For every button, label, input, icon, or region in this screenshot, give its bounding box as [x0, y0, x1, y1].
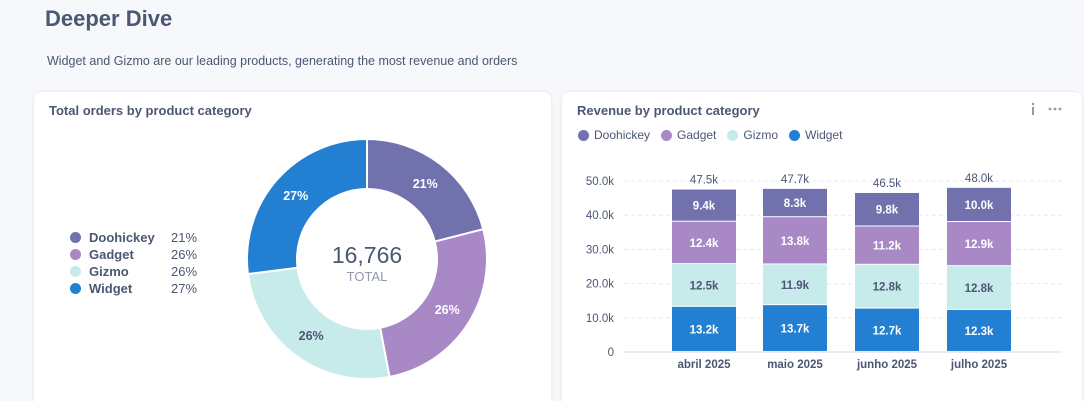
legend-label: Gadget: [677, 128, 717, 142]
legend-label: Gizmo: [89, 264, 129, 279]
donut-slice-label-gadget: 26%: [435, 303, 460, 317]
legend-item-widget[interactable]: Widget 27%: [70, 280, 210, 297]
bar-segment-widget[interactable]: [763, 305, 827, 351]
y-tick-label: 10.0k: [586, 313, 614, 325]
legend-label: Doohickey: [89, 230, 155, 245]
bar-segment-widget[interactable]: [672, 306, 736, 351]
bar-segment-label-widget: 12.7k: [873, 325, 902, 337]
bar-total-label: 47.7k: [781, 174, 809, 186]
donut-total-value: 16,766: [332, 242, 402, 268]
legend-item-gadget[interactable]: Gadget 26%: [70, 246, 210, 263]
y-tick-label: 50.0k: [586, 176, 614, 188]
orders-donut-chart: 21% 26% 26% 27% 16,766 TOTAL: [246, 138, 488, 380]
donut-slice-label-gizmo: 26%: [299, 329, 324, 343]
bar-segment-label-gadget: 12.9k: [965, 239, 994, 251]
widget-color-dot: [70, 283, 81, 294]
legend-item-doohickey[interactable]: Doohickey: [578, 128, 650, 142]
bar-segment-label-gadget: 13.8k: [781, 236, 810, 248]
x-tick-label: julho 2025: [950, 359, 1008, 371]
donut-slice-widget[interactable]: [246, 138, 368, 276]
legend-label: Doohickey: [594, 128, 651, 142]
bar-total-label: 47.5k: [690, 175, 718, 187]
donut-slice-label-doohickey: 21%: [413, 177, 438, 191]
revenue-stacked-bar-chart: 0 10.0k 20.0k 30.0k 40.0k 50.0k 13.2k 12.5k 12.4…: [586, 173, 1062, 371]
bar-segment-doohickey[interactable]: [855, 192, 919, 226]
legend-label: Gadget: [89, 247, 134, 262]
orders-legend: Doohickey 21% Gadget 26% Gizmo 26% Widge…: [70, 229, 210, 297]
bar-segment-label-widget: 13.7k: [781, 324, 810, 336]
legend-label: Widget: [805, 128, 843, 142]
revenue-legend: Doohickey Gadget Gizmo Widget: [578, 128, 853, 142]
bar-segment-label-doohickey: 9.8k: [876, 205, 899, 217]
bar-segment-gizmo[interactable]: [855, 264, 919, 308]
legend-item-gadget[interactable]: Gadget: [661, 128, 716, 142]
bar-total-label: 46.5k: [873, 178, 901, 190]
legend-item-widget[interactable]: Widget: [789, 128, 842, 142]
y-tick-label: 40.0k: [586, 210, 614, 222]
bar-segment-label-gizmo: 12.8k: [965, 283, 994, 295]
legend-percent: 21%: [171, 230, 198, 245]
doohickey-color-dot: [578, 129, 589, 141]
gadget-color-dot: [70, 249, 81, 260]
bar-segment-label-gizmo: 11.9k: [781, 280, 810, 292]
legend-label: Widget: [89, 281, 133, 296]
revenue-card-title[interactable]: Revenue by product category: [577, 103, 760, 118]
legend-percent: 26%: [171, 247, 198, 262]
bar-segment-label-gizmo: 12.8k: [873, 282, 902, 294]
legend-item-gizmo[interactable]: Gizmo: [727, 128, 778, 142]
doohickey-color-dot: [70, 232, 81, 243]
x-tick-label: maio 2025: [767, 359, 823, 371]
donut-total-label: TOTAL: [347, 269, 388, 284]
bar-segment-gizmo[interactable]: [672, 264, 736, 306]
bar-segment-gizmo[interactable]: [763, 264, 827, 305]
y-tick-label: 20.0k: [586, 279, 614, 291]
bar-segment-label-gizmo: 12.5k: [690, 280, 719, 292]
page-title: Deeper Dive: [45, 6, 173, 31]
x-tick-label: junho 2025: [856, 359, 918, 371]
gadget-color-dot: [661, 129, 673, 141]
y-tick-label: 0: [608, 347, 614, 359]
gizmo-color-dot: [727, 129, 739, 141]
bar-segment-doohickey[interactable]: [763, 188, 827, 217]
revenue-card: Revenue by product category Doohickey Ga…: [561, 91, 1083, 401]
legend-percent: 26%: [171, 264, 198, 279]
bar-segment-label-widget: 12.3k: [965, 326, 994, 338]
donut-slice-gadget[interactable]: [378, 227, 488, 379]
gizmo-color-dot: [70, 266, 81, 277]
bar-segment-label-widget: 13.2k: [690, 324, 719, 336]
legend-label: Gizmo: [743, 128, 779, 142]
bar-total-label: 48.0k: [965, 173, 993, 185]
bar-segment-label-doohickey: 8.3k: [784, 198, 807, 210]
y-tick-label: 30.0k: [586, 244, 614, 256]
bar-segment-widget[interactable]: [947, 309, 1011, 351]
legend-percent: 27%: [171, 281, 198, 296]
bar-segment-gadget[interactable]: [763, 217, 827, 264]
widget-color-dot: [789, 129, 801, 141]
bar-segment-label-doohickey: 10.0k: [965, 200, 994, 212]
legend-item-doohickey[interactable]: Doohickey 21%: [70, 229, 210, 246]
bar-segment-gizmo[interactable]: [947, 266, 1011, 309]
bar-segment-label-doohickey: 9.4k: [693, 201, 716, 213]
more-icon[interactable]: [1048, 102, 1062, 118]
orders-card-title[interactable]: Total orders by product category: [49, 103, 252, 118]
bar-segment-gadget[interactable]: [672, 221, 736, 264]
bar-segment-label-gadget: 11.2k: [873, 241, 902, 253]
bar-segment-widget[interactable]: [855, 308, 919, 351]
donut-slice-gizmo[interactable]: [246, 266, 391, 380]
info-icon[interactable]: [1029, 102, 1037, 118]
bar-segment-label-gadget: 12.4k: [690, 238, 719, 250]
bar-segment-doohickey[interactable]: [672, 189, 736, 221]
donut-slice-label-widget: 27%: [283, 189, 308, 203]
bar-segment-doohickey[interactable]: [947, 187, 1011, 222]
legend-item-gizmo[interactable]: Gizmo 26%: [70, 263, 210, 280]
bar-segment-gadget[interactable]: [947, 222, 1011, 266]
x-tick-label: abril 2025: [677, 359, 731, 371]
page-subtitle: Widget and Gizmo are our leading product…: [47, 54, 518, 68]
orders-card: Total orders by product category Doohick…: [33, 91, 552, 401]
bar-segment-gadget[interactable]: [855, 226, 919, 264]
